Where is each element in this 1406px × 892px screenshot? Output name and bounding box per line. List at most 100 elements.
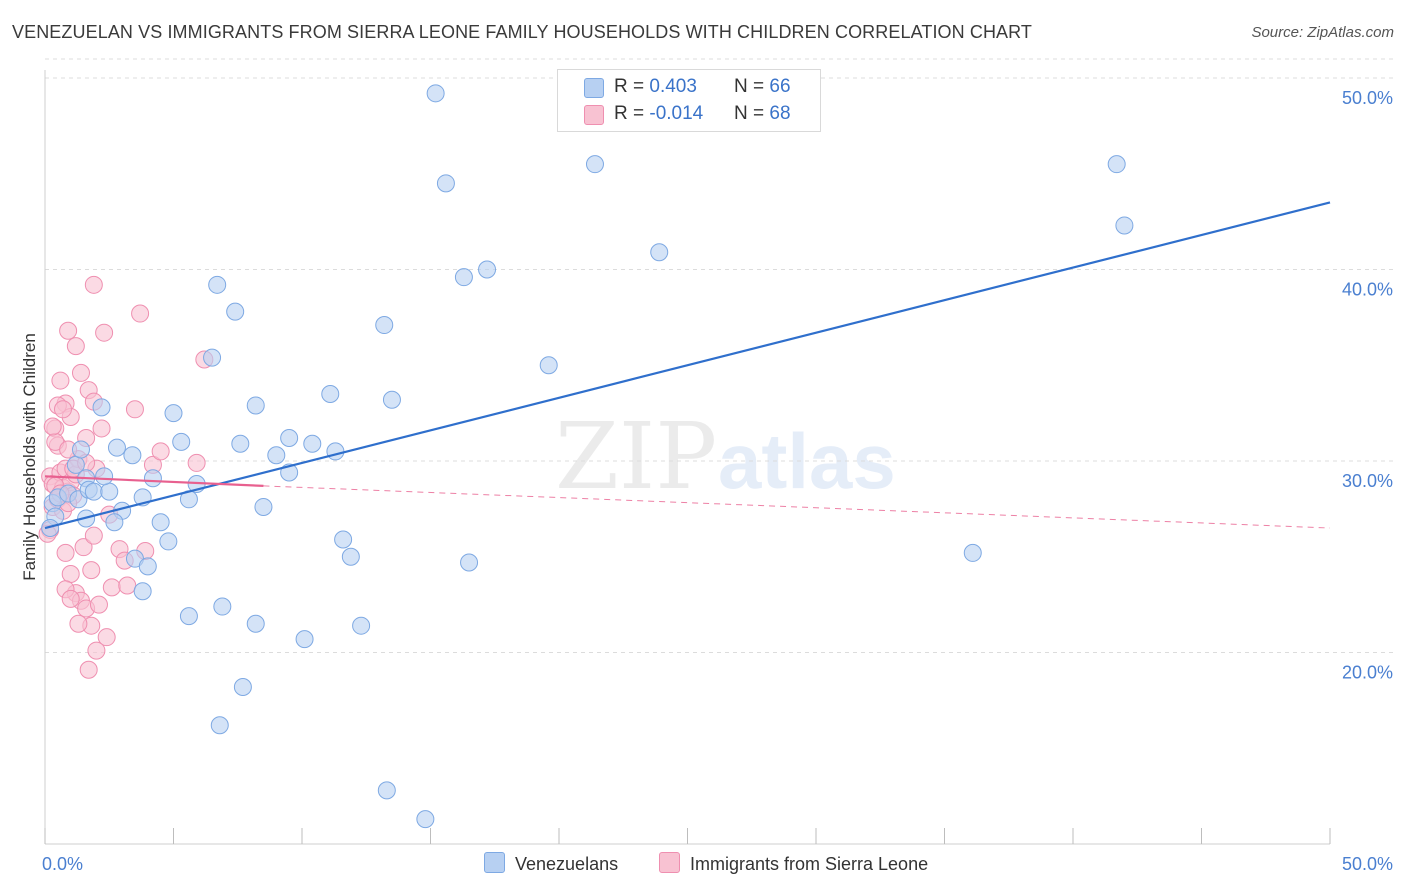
legend-swatch-blue <box>484 852 505 873</box>
legend-item-sierra-leone: Immigrants from Sierra Leone <box>659 852 928 875</box>
point-venezuelan <box>585 155 604 174</box>
point-venezuelan <box>246 614 265 633</box>
axis-ticks: 20.0% 30.0% 40.0% 50.0% 0.0% 50.0% <box>42 88 1393 874</box>
point-venezuelan <box>233 677 252 696</box>
point-venezuelan <box>326 442 345 461</box>
point-venezuelan <box>100 482 119 501</box>
point-venezuelan <box>84 482 103 501</box>
y-tick-label: 50.0% <box>1342 88 1393 108</box>
point-venezuelan <box>321 384 340 403</box>
point-venezuelan <box>254 497 273 516</box>
point-venezuelan <box>107 438 126 457</box>
point-venezuelan <box>963 543 982 562</box>
point-venezuelan <box>151 513 170 532</box>
point-venezuelan <box>226 302 245 321</box>
point-sierra-leone <box>151 442 170 461</box>
point-sierra-leone <box>53 400 72 419</box>
point-venezuelan <box>213 597 232 616</box>
point-venezuelan <box>377 781 396 800</box>
point-sierra-leone <box>131 304 150 323</box>
chart-title: VENEZUELAN VS IMMIGRANTS FROM SIERRA LEO… <box>12 22 1033 42</box>
point-venezuelan <box>539 356 558 375</box>
point-venezuelan <box>203 348 222 367</box>
legend-label-venezuelans: Venezuelans <box>515 854 619 874</box>
point-venezuelan <box>71 440 90 459</box>
point-venezuelan <box>164 404 183 423</box>
legend-swatch-pink <box>584 105 604 125</box>
point-sierra-leone <box>95 323 114 342</box>
x-tick-label: 0.0% <box>42 854 83 874</box>
point-sierra-leone <box>118 576 137 595</box>
y-axis-label: Family Households with Children <box>20 333 39 581</box>
point-venezuelan <box>210 716 229 735</box>
point-venezuelan <box>382 390 401 409</box>
r-label: R = <box>614 76 650 97</box>
point-sierra-leone <box>74 538 93 557</box>
point-sierra-leone <box>89 595 108 614</box>
point-venezuelan <box>172 432 191 451</box>
trendlines <box>44 201 1331 530</box>
source-label: Source: ZipAtlas.com <box>1251 24 1394 41</box>
point-sierra-leone <box>82 561 101 580</box>
point-sierra-leone <box>61 589 80 608</box>
point-venezuelan <box>41 519 60 538</box>
point-venezuelan <box>426 84 445 103</box>
x-tick-label: 50.0% <box>1342 854 1393 874</box>
point-sierra-leone <box>97 628 116 647</box>
point-venezuelan <box>334 530 353 549</box>
point-venezuelan <box>416 810 435 829</box>
point-venezuelan <box>231 434 250 453</box>
n-value: 66 <box>769 76 791 97</box>
point-venezuelan <box>460 553 479 572</box>
point-sierra-leone <box>84 526 103 545</box>
point-sierra-leone <box>92 419 111 438</box>
point-venezuelan <box>159 532 178 551</box>
point-sierra-leone <box>66 337 85 356</box>
legend-label-sierra-leone: Immigrants from Sierra Leone <box>690 854 929 874</box>
n-label: N = <box>734 103 770 124</box>
point-venezuelan <box>138 557 157 576</box>
trendline-sierra-leone <box>44 475 264 487</box>
point-sierra-leone <box>71 363 90 382</box>
point-venezuelan <box>246 396 265 415</box>
gridlines <box>45 58 1395 653</box>
point-venezuelan <box>436 174 455 193</box>
point-sierra-leone <box>61 564 80 583</box>
legend-item-venezuelans: Venezuelans <box>484 852 618 875</box>
point-venezuelan <box>208 275 227 294</box>
point-sierra-leone <box>69 614 88 633</box>
point-venezuelan <box>92 398 111 417</box>
legend-swatch-blue <box>584 78 604 98</box>
r-label: R = <box>614 103 650 124</box>
point-venezuelan <box>105 513 124 532</box>
correlation-legend: R = 0.403 N = 66 R = -0.014 N = 68 <box>557 69 821 132</box>
point-venezuelan <box>179 607 198 626</box>
n-value: 68 <box>769 103 791 124</box>
point-venezuelan <box>650 243 669 262</box>
y-tick-label: 40.0% <box>1342 280 1393 300</box>
n-label: N = <box>734 76 770 97</box>
point-sierra-leone <box>79 660 98 679</box>
point-sierra-leone <box>59 321 78 340</box>
r-value: -0.014 <box>649 103 704 124</box>
y-tick-label: 30.0% <box>1342 471 1393 491</box>
point-venezuelan <box>375 316 394 335</box>
point-venezuelan <box>1107 155 1126 174</box>
y-tick-label: 20.0% <box>1342 663 1393 683</box>
point-venezuelan <box>133 582 152 601</box>
point-sierra-leone <box>87 641 106 660</box>
point-sierra-leone <box>125 400 144 419</box>
point-venezuelan <box>295 630 314 649</box>
point-venezuelan <box>352 616 371 635</box>
point-venezuelan <box>95 467 114 486</box>
point-sierra-leone <box>43 417 62 436</box>
point-venezuelan <box>478 260 497 279</box>
point-venezuelan <box>267 446 286 465</box>
point-sierra-leone <box>56 543 75 562</box>
point-venezuelan <box>454 268 473 287</box>
r-value: 0.403 <box>649 76 697 97</box>
point-sierra-leone <box>84 275 103 294</box>
point-sierra-leone <box>187 453 206 472</box>
watermark: ZIP atlas <box>555 403 896 510</box>
point-venezuelan <box>1115 216 1134 235</box>
